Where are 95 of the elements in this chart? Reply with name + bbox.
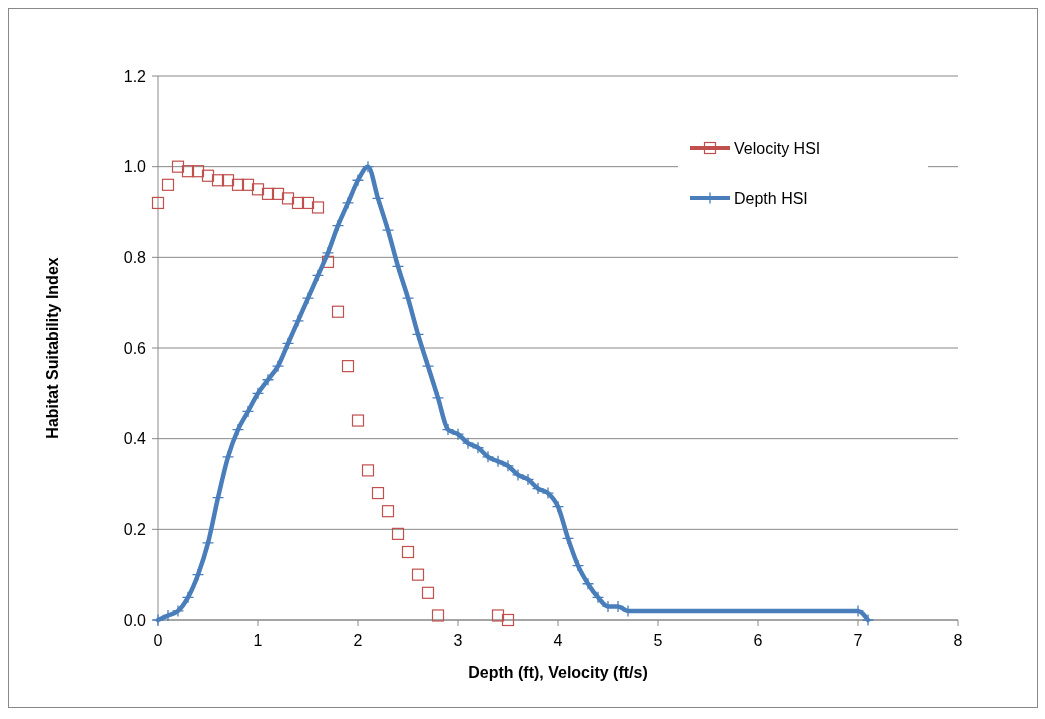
point xyxy=(181,165,195,178)
point xyxy=(511,468,525,482)
point xyxy=(451,427,465,441)
point xyxy=(561,532,575,545)
x-tick-label: 5 xyxy=(653,632,663,649)
point xyxy=(331,219,345,232)
point xyxy=(301,291,315,305)
legend-label: Velocity HSI xyxy=(734,139,821,157)
x-axis-title: Depth (ft), Velocity (ft/s) xyxy=(468,664,648,681)
point xyxy=(251,183,265,196)
point xyxy=(401,291,415,305)
point xyxy=(341,196,355,210)
point xyxy=(351,174,365,187)
point xyxy=(301,196,315,210)
point xyxy=(541,486,555,500)
point xyxy=(361,160,375,173)
point xyxy=(371,192,385,205)
point xyxy=(271,359,285,373)
y-tick-label: 0.8 xyxy=(123,248,147,266)
point xyxy=(201,169,215,182)
x-tick-label: 2 xyxy=(353,632,363,649)
point xyxy=(861,613,875,627)
point xyxy=(391,527,405,540)
point xyxy=(161,609,175,622)
point xyxy=(261,187,275,200)
point xyxy=(381,505,395,518)
y-tick-label: 1.0 xyxy=(123,158,147,176)
point xyxy=(381,223,395,237)
point xyxy=(521,473,535,486)
point xyxy=(191,568,205,581)
y-axis-title: Habitat Suitability Index xyxy=(44,257,61,439)
point xyxy=(441,423,455,436)
point xyxy=(191,165,205,178)
point xyxy=(501,459,515,473)
x-tick-label: 0 xyxy=(153,632,163,649)
point xyxy=(151,613,165,627)
point xyxy=(161,178,175,191)
point xyxy=(341,360,355,373)
point xyxy=(291,314,305,327)
point xyxy=(421,359,435,373)
point xyxy=(261,373,275,386)
point xyxy=(231,178,245,191)
point xyxy=(551,500,565,513)
point xyxy=(361,464,375,477)
point xyxy=(221,450,235,463)
x-tick-label: 7 xyxy=(853,632,863,649)
point xyxy=(291,196,305,210)
x-tick-label: 4 xyxy=(553,632,563,649)
x-tick-label: 3 xyxy=(453,632,463,649)
y-tick-label: 0.4 xyxy=(123,430,147,448)
point xyxy=(151,196,165,210)
point xyxy=(461,437,475,450)
point xyxy=(321,246,335,259)
legend-label: Depth HSI xyxy=(734,189,808,207)
point xyxy=(251,387,265,400)
point xyxy=(171,604,185,618)
point xyxy=(531,482,545,495)
point xyxy=(571,559,585,572)
point xyxy=(431,391,445,405)
point xyxy=(211,174,225,187)
x-tick-label: 1 xyxy=(253,632,263,649)
point xyxy=(421,586,435,599)
point xyxy=(171,160,185,173)
point xyxy=(391,260,405,273)
point xyxy=(471,441,485,454)
point xyxy=(581,577,595,590)
point xyxy=(491,609,505,622)
point xyxy=(351,414,365,427)
point xyxy=(331,305,345,318)
point xyxy=(371,486,385,500)
point xyxy=(241,405,255,418)
point xyxy=(311,269,325,282)
y-tick-label: 0.6 xyxy=(123,339,147,357)
point xyxy=(181,591,195,604)
point xyxy=(501,613,515,627)
point xyxy=(431,609,445,622)
point xyxy=(231,423,245,436)
x-tick-label: 6 xyxy=(753,632,763,649)
point xyxy=(321,255,335,268)
y-tick-label: 0.2 xyxy=(123,520,147,538)
point xyxy=(221,174,235,187)
point xyxy=(281,337,295,350)
x-tick-label: 8 xyxy=(953,632,963,649)
point xyxy=(481,450,495,463)
point xyxy=(411,568,425,581)
y-tick-label: 0.0 xyxy=(123,611,147,629)
point xyxy=(591,591,605,604)
point xyxy=(271,187,285,200)
point xyxy=(491,455,505,468)
point xyxy=(241,178,255,191)
y-tick-label: 1.2 xyxy=(123,67,147,85)
point xyxy=(311,201,325,214)
point xyxy=(281,192,295,205)
point xyxy=(411,328,425,341)
point xyxy=(401,545,415,559)
